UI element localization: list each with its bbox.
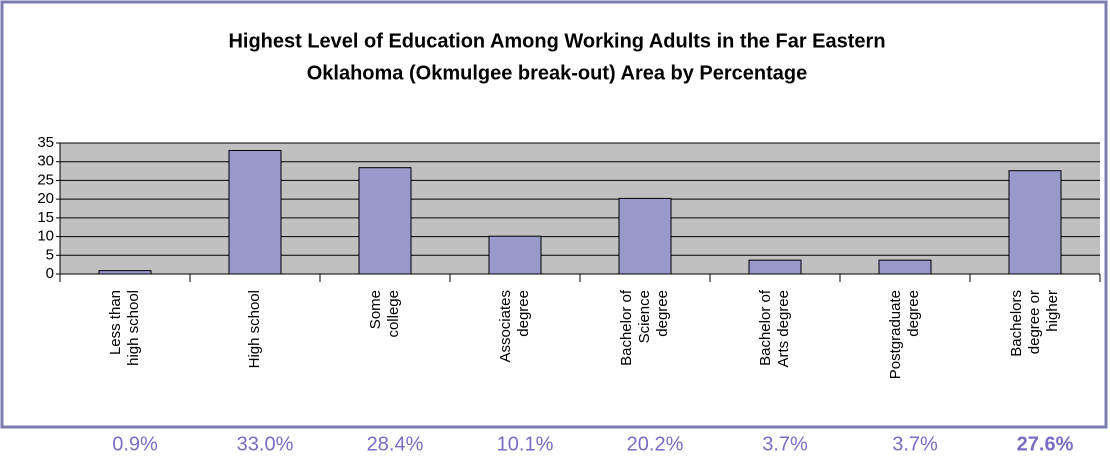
x-tick-label: degree [654,290,671,337]
bar [228,149,282,275]
x-tick-label: Some [367,290,384,329]
y-tick-label: 25 [37,171,54,188]
x-tick-label: Bachelor of [618,289,635,366]
x-tick-label: Associates [497,290,514,363]
x-tick-label: degree [905,290,922,337]
bar [1008,170,1062,275]
x-tick-label: higher [1044,290,1061,332]
x-tick-label: high school [125,290,142,366]
value-label: 0.9% [112,433,158,455]
chart-title: Highest Level of Education Among Working… [228,30,885,52]
x-tick-label: Bachelor of [757,289,774,366]
bar [748,259,802,275]
bar [98,270,152,275]
x-tick-label: High school [246,290,263,368]
bar [618,197,672,275]
x-tick-label: Postgraduate [887,290,904,379]
plot-area [60,143,1100,274]
y-tick-label: 20 [37,190,54,207]
value-label: 27.6% [1017,433,1074,455]
chart-title: Oklahoma (Okmulgee break-out) Area by Pe… [307,62,808,84]
bar [878,259,932,275]
x-tick-label: Arts degree [775,290,792,368]
y-tick-label: 0 [46,265,54,282]
value-label: 20.2% [627,433,684,455]
y-tick-label: 30 [37,153,54,170]
x-tick-label: Less than [107,290,124,355]
x-tick-label: degree [515,290,532,337]
bar [488,235,542,275]
value-label: 3.7% [762,433,808,455]
x-tick-label: Bachelors [1008,290,1025,357]
value-label: 28.4% [367,433,424,455]
bar [358,167,412,275]
y-tick-label: 10 [37,228,54,245]
x-tick-label: degree or [1026,290,1043,354]
value-label: 3.7% [892,433,938,455]
value-label: 10.1% [497,433,554,455]
value-label: 33.0% [237,433,294,455]
x-tick-label: college [385,290,402,338]
y-tick-label: 15 [37,209,54,226]
x-tick-label: Science [636,290,653,343]
y-tick-label: 5 [46,246,54,263]
y-tick-label: 35 [37,134,54,151]
